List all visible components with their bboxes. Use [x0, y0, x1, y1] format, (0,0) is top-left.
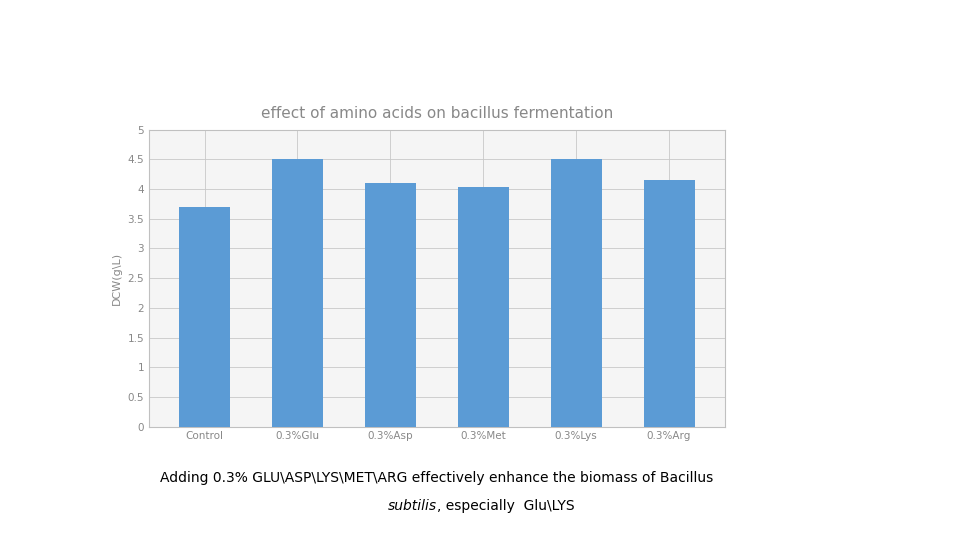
- Bar: [643, 180, 695, 427]
- Text: subtilis: subtilis: [388, 499, 437, 513]
- Text: Adding 0.3% GLU\ASP\LYS\MET\ARG effectively enhance the biomass of Bacillus: Adding 0.3% GLU\ASP\LYS\MET\ARG effectiv…: [160, 471, 713, 485]
- Title: effect of amino acids on bacillus fermentation: effect of amino acids on bacillus fermen…: [261, 106, 612, 122]
- Bar: [179, 207, 230, 427]
- Bar: [458, 187, 509, 427]
- Bar: [551, 159, 602, 427]
- Bar: [365, 183, 416, 427]
- Bar: [272, 159, 323, 427]
- Text: , especially  Glu\LYS: , especially Glu\LYS: [437, 499, 574, 513]
- Y-axis label: DCW(g\L): DCW(g\L): [111, 252, 122, 305]
